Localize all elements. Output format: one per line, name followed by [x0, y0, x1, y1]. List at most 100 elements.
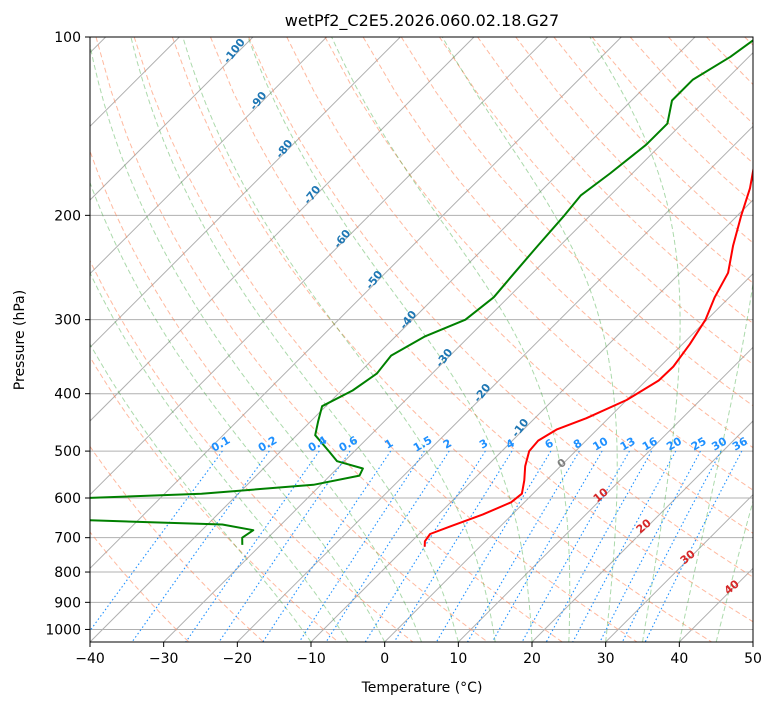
isotherm-line [457, 346, 753, 642]
dry-adiabat-line [248, 37, 753, 578]
moist-adiabat-line [715, 499, 753, 642]
moist-adiabat-line [90, 271, 349, 642]
moist-adiabat-line [441, 37, 618, 642]
background-lines [90, 37, 753, 642]
dry-adiabat-line [210, 37, 753, 623]
mixing-ratio-line [621, 450, 722, 642]
y-tick-label: 200 [54, 208, 81, 224]
mixing-ratio-line [491, 450, 603, 642]
mixing-ratio-line [599, 450, 701, 642]
isotherm-line [90, 37, 401, 349]
moist-adiabat-line [90, 181, 386, 642]
isotherm-line [605, 493, 753, 642]
y-tick-label: 100 [54, 30, 81, 46]
isotherm-line [752, 641, 753, 642]
dry-adiabat-label: -60 [331, 227, 354, 251]
mixing-ratio-line [298, 450, 425, 642]
isotherm-line [236, 125, 753, 642]
dry-adiabat-line [90, 259, 414, 642]
mixing-ratio-line [545, 450, 653, 642]
x-axis-label: Temperature (°C) [361, 680, 483, 696]
plot-frame [89, 36, 754, 643]
isotherm-line [90, 37, 475, 422]
mixing-ratio-line [521, 450, 630, 642]
x-tick-label: −40 [75, 651, 105, 667]
mixing-ratio-label: 2 [441, 437, 454, 452]
dry-adiabat-line [477, 37, 753, 325]
isotherm-line [90, 37, 696, 642]
moist-adiabat-label: 10 [591, 485, 611, 505]
x-axis-ticks: −40 −30 −20 −10 0 10 20 30 40 50 [75, 642, 762, 667]
x-tick-label: 0 [380, 651, 389, 667]
sounding-line [423, 165, 753, 547]
isotherm-line [90, 37, 622, 570]
dry-adiabat-label: -10 [509, 416, 532, 440]
moist-adiabat-line [589, 37, 681, 642]
dry-adiabat-label: -80 [273, 137, 296, 161]
moist-adiabat-label: 40 [722, 577, 742, 597]
dry-adiabat-line [90, 149, 488, 642]
dry-adiabat-line [90, 445, 264, 642]
moist-adiabat-line [130, 37, 459, 642]
moist-adiabat-line [90, 42, 422, 642]
isotherm-line [384, 272, 753, 642]
y-tick-label: 900 [54, 595, 81, 611]
x-tick-label: 50 [744, 651, 762, 667]
y-tick-label: 600 [54, 491, 81, 507]
mixing-ratio-label: 3 [477, 437, 490, 452]
y-tick-label: 800 [54, 565, 81, 581]
isotherm-line [90, 37, 328, 275]
mixing-ratio-label: 6 [543, 436, 556, 451]
dry-adiabat-label: -20 [471, 381, 494, 405]
dry-adiabat-line [400, 37, 753, 407]
moist-adiabat-line [247, 37, 533, 642]
x-tick-label: 30 [597, 651, 615, 667]
x-tick-label: 10 [449, 651, 467, 667]
dry-adiabat-label: -90 [247, 89, 270, 113]
dry-adiabat-label: -30 [433, 346, 456, 370]
moist-adiabat-label: 30 [678, 547, 698, 567]
y-tick-label: 500 [54, 444, 81, 460]
y-tick-label: 400 [54, 387, 81, 403]
mixing-ratio-line [393, 450, 513, 642]
dry-adiabat-line [515, 37, 753, 284]
isotherm-line [531, 420, 753, 642]
x-tick-label: −20 [223, 651, 253, 667]
y-tick-label: 300 [54, 313, 81, 329]
dry-adiabat-line [95, 37, 563, 642]
mixing-ratio-line [218, 450, 351, 642]
y-tick-label: 1000 [45, 622, 81, 638]
moist-adiabat-line [331, 37, 571, 642]
mixing-ratio-line [325, 450, 450, 642]
dry-adiabat-line [171, 37, 712, 642]
moist-adiabat-label: 20 [634, 516, 654, 536]
dry-adiabat-line [324, 37, 753, 491]
dry-adiabat-line [286, 37, 753, 534]
isotherm-line [90, 37, 254, 201]
isotherm-line [163, 51, 753, 642]
dry-adiabat-line [438, 37, 753, 366]
moist-adiabat-label: 0 [555, 456, 569, 471]
x-tick-label: −10 [296, 651, 326, 667]
y-axis-label: Pressure (hPa) [12, 290, 28, 390]
mixing-ratio-line [644, 450, 743, 642]
dry-adiabat-line [133, 37, 638, 642]
dry-adiabat-line [706, 37, 753, 86]
mixing-ratio-line [262, 450, 392, 642]
isotherm-line [90, 37, 549, 496]
mixing-ratio-line [185, 450, 320, 642]
dry-adiabat-label: -100 [221, 36, 248, 66]
sounding-line [90, 39, 753, 545]
x-tick-label: −30 [149, 651, 179, 667]
mixing-ratio-line [90, 450, 223, 632]
mixing-ratio-line [572, 450, 677, 642]
y-axis-ticks: 100 200 300 400 500 600 700 800 900 1000 [45, 30, 90, 638]
chart-title: wetPf2_C2E5.2026.060.02.18.G27 [285, 11, 559, 31]
dry-adiabat-line [744, 37, 753, 46]
dry-adiabat-line [90, 356, 339, 642]
mixing-ratio-line [131, 450, 270, 642]
mixing-ratio-line [435, 450, 552, 642]
x-tick-label: 40 [670, 651, 688, 667]
moist-adiabat-line [182, 37, 496, 642]
